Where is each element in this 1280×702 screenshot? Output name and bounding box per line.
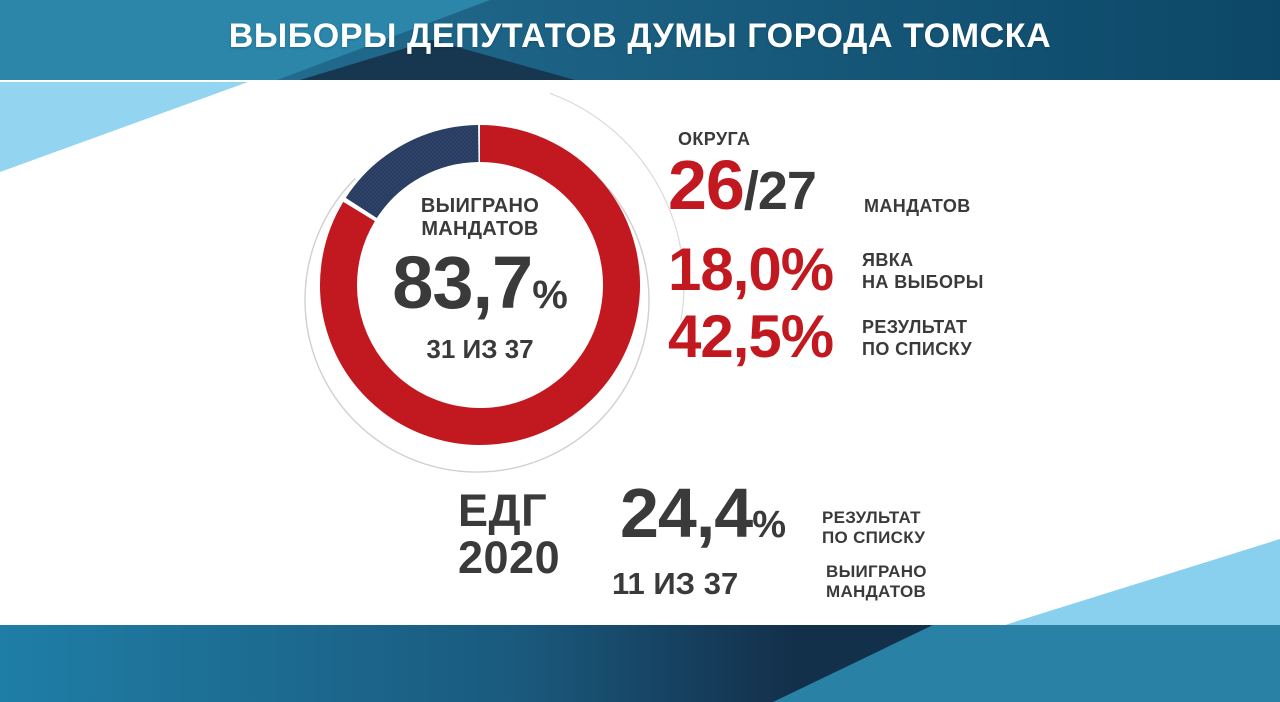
donut-chart: [304, 92, 685, 473]
edg-mandates-line2: МАНДАТОВ: [826, 582, 927, 602]
donut-center-label: ВЫИГРАНО МАНДАТОВ: [380, 195, 580, 241]
districts-mandates-label: МАНДАТОВ: [864, 196, 971, 216]
donut-center-label-line2: МАНДАТОВ: [421, 218, 539, 240]
list-result-label: РЕЗУЛЬТАТ ПО СПИСКУ: [862, 317, 972, 360]
edg-value-number: 24,4: [620, 474, 753, 552]
donut-navy-segment: [345, 125, 479, 219]
districts-total-value: /27: [743, 161, 817, 221]
turnout-label-line1: ЯВКА: [862, 250, 914, 270]
page-title: ВЫБОРЫ ДЕПУТАТОВ ДУМЫ ГОРОДА ТОМСКА: [228, 17, 1052, 55]
edg-mandates-line1: ВЫИГРАНО: [826, 562, 927, 581]
turnout-label-line2: НА ВЫБОРЫ: [862, 271, 984, 292]
list-result-label-line1: РЕЗУЛЬТАТ: [862, 317, 968, 337]
districts-value: 26/27: [668, 150, 817, 221]
districts-caption: ОКРУГА: [678, 129, 751, 149]
donut-center-label-line1: ВЫИГРАНО: [420, 195, 540, 217]
edg-list-result-label: РЕЗУЛЬТАТ ПО СПИСКУ: [822, 508, 925, 549]
edg-result-value: 24,4%: [620, 478, 786, 548]
header-navy-accent-triangle: [300, 40, 575, 80]
donut-center-value: 83,7%: [330, 246, 630, 320]
edg-value-percent-sign: %: [752, 504, 787, 546]
donut-value-percent-sign: %: [532, 273, 568, 317]
footer-band-gradient: [0, 625, 933, 702]
turnout-value: 18,0%: [668, 236, 834, 303]
districts-won-value: 26: [668, 146, 745, 224]
donut-red-segment: [320, 125, 640, 445]
donut-value-number: 83,7: [392, 241, 533, 324]
edg-list-result-line1: РЕЗУЛЬТАТ: [822, 508, 921, 527]
footer-band-teal-right: [773, 625, 1280, 702]
bottom-right-lightblue-wedge: [1005, 539, 1280, 625]
edg-mandates-label: ВЫИГРАНО МАНДАТОВ: [826, 562, 927, 603]
top-left-lightblue-wedge: [0, 82, 248, 172]
donut-center-subtext: 31 ИЗ 37: [426, 334, 534, 364]
edg-label-line1: ЕДГ: [458, 485, 548, 536]
edg-label-line2: 2020: [458, 532, 561, 584]
edg-2020-label: ЕДГ 2020: [458, 487, 560, 582]
header-band-dark-diagonal: [277, 0, 1280, 80]
list-result-value: 42,5%: [668, 303, 834, 370]
list-result-label-line2: ПО СПИСКУ: [862, 338, 973, 359]
decorative-arc-outer: [549, 92, 685, 321]
turnout-label: ЯВКА НА ВЫБОРЫ: [862, 250, 984, 293]
decorative-arc-offset: [304, 177, 650, 473]
edg-mandates-value: 11 ИЗ 37: [612, 566, 739, 601]
edg-list-result-line2: ПО СПИСКУ: [822, 528, 926, 548]
